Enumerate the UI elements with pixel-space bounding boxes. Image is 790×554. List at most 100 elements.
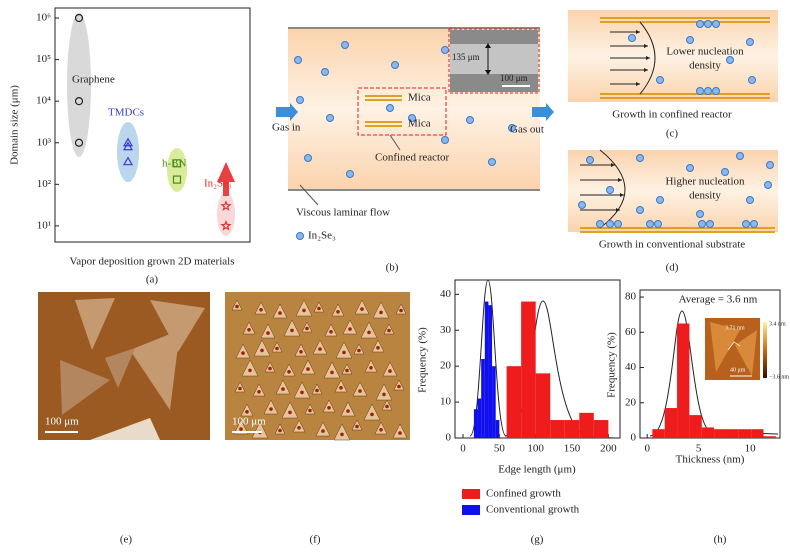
x-tick-label: 100 [527, 443, 544, 455]
crystal-core [306, 367, 310, 371]
crystal-core [348, 327, 352, 331]
plot-frame [54, 7, 251, 243]
crystal-core [329, 330, 333, 334]
crystal-core [355, 424, 359, 429]
particle [742, 220, 750, 228]
panel-label: (g) [531, 534, 544, 546]
bar [488, 305, 493, 438]
crystal-core [257, 390, 261, 394]
x-tick-label: 10 [745, 443, 757, 455]
particle [746, 196, 754, 204]
crystal [275, 379, 291, 395]
panel-e: 100 μm (e) [38, 292, 210, 546]
crystal-core [241, 351, 245, 355]
crystal [312, 339, 328, 355]
crystal-core [367, 330, 371, 335]
y-axis-label: Frequency (%) [606, 332, 618, 398]
crystal-core [247, 328, 251, 332]
y-tick-label: 10 [440, 396, 452, 408]
y-tick-label: 20 [440, 360, 452, 372]
particle [698, 220, 706, 228]
arrow-head [616, 208, 620, 212]
crystal-core [275, 346, 279, 351]
y-tick-label: 10² [37, 178, 52, 190]
particle [441, 136, 449, 144]
bar [652, 429, 665, 438]
scale-bar: 100 μm [45, 416, 79, 428]
crystal-core [278, 311, 282, 315]
crystal-core [345, 368, 349, 373]
crystal-core [260, 348, 264, 353]
bar [535, 373, 551, 438]
crystal-core [308, 408, 312, 413]
bar [751, 429, 764, 438]
crystal [352, 381, 368, 397]
crystal-core [269, 407, 273, 411]
particle [586, 156, 594, 164]
crystal-core [399, 308, 403, 313]
arrow-head [620, 193, 624, 197]
annotation: Average = 3.6 nm [679, 294, 758, 306]
panel-label: (c) [666, 128, 679, 140]
particle [686, 164, 694, 172]
scale-bar: 100 μm [232, 416, 266, 428]
particle [321, 68, 329, 76]
crystal-core [376, 346, 380, 350]
crystal-core [357, 348, 361, 353]
note: Higher nucleation [665, 176, 745, 188]
panel-label: (h) [714, 534, 727, 546]
bar [477, 398, 482, 438]
x-axis-label: Vapor deposition grown 2D materials [70, 256, 235, 268]
crystal [375, 383, 393, 401]
crystal-core [305, 326, 309, 331]
crystal-core [245, 410, 249, 414]
bar [550, 420, 565, 438]
bar [701, 427, 715, 438]
crystal-core [370, 412, 374, 417]
bar [763, 436, 776, 438]
mica-label: Mica [408, 118, 431, 130]
crystal [372, 301, 390, 319]
inset-scale: 100 μm [500, 73, 528, 83]
crystal-core [397, 384, 401, 389]
particle [696, 20, 704, 28]
x-tick-label: 200 [600, 443, 617, 455]
bar [473, 409, 478, 438]
crystal-core [268, 366, 272, 371]
particle [386, 104, 394, 112]
crystal [363, 403, 381, 421]
particle [646, 220, 654, 228]
arrow-head [646, 56, 650, 60]
arrow-head [636, 82, 640, 86]
point [74, 97, 84, 106]
particle [696, 87, 704, 95]
particle [614, 220, 622, 228]
crystal-core [317, 306, 321, 311]
panel-c: Lower nucleation density Growth in confi… [568, 10, 778, 140]
x-axis-label: Thickness (nm) [676, 454, 745, 466]
arrow-head [644, 44, 648, 48]
crystal-core [278, 428, 282, 433]
crystal-core [330, 370, 334, 375]
particle [466, 116, 474, 124]
crystal-core [342, 350, 346, 355]
y-tick-label: 60 [625, 326, 637, 338]
fit-curve [649, 310, 779, 437]
caption: Growth in confined reactor [612, 109, 732, 121]
particle [441, 46, 449, 54]
crystal-core [339, 386, 343, 390]
crystal [260, 323, 276, 339]
arrow-head [618, 178, 622, 182]
colorbar-label: 3.4 nm [769, 321, 786, 327]
crystal-core [369, 366, 373, 370]
bar [738, 429, 752, 438]
particle [408, 114, 416, 122]
bar [664, 408, 678, 438]
crystal [360, 321, 378, 339]
crystal-core [340, 432, 344, 437]
crystal [354, 299, 370, 315]
bar [593, 420, 609, 438]
panel-label: (d) [666, 262, 679, 274]
particle [746, 38, 754, 46]
crystal-core [346, 409, 350, 413]
